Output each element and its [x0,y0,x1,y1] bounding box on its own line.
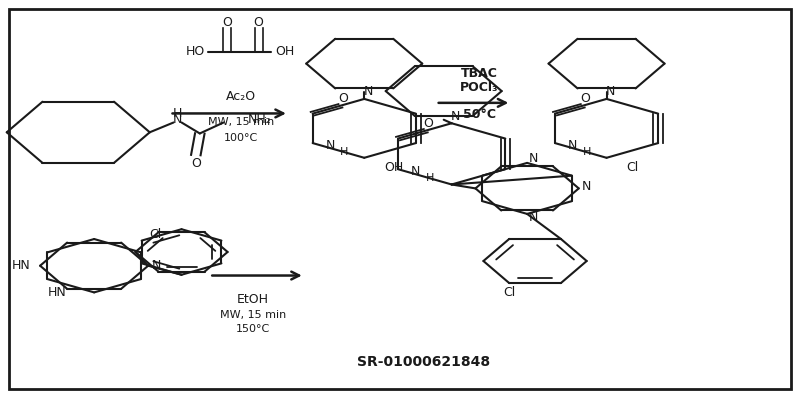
Text: H: H [582,147,591,157]
Text: N: N [363,85,373,98]
Text: HN: HN [47,286,66,299]
Text: Cl: Cl [150,228,162,241]
Text: O: O [338,92,348,105]
Text: NH₂: NH₂ [247,113,271,126]
Text: N: N [326,139,335,152]
Text: H: H [173,107,182,120]
Text: N: N [529,152,538,166]
Text: N: N [451,110,460,123]
Text: OH: OH [275,45,294,59]
Text: MW, 15 min: MW, 15 min [220,310,286,320]
Text: EtOH: EtOH [237,293,269,306]
Text: N: N [606,85,615,98]
Text: MW, 15 min: MW, 15 min [208,117,274,127]
Text: Cl: Cl [503,287,515,299]
Text: H: H [426,173,434,183]
Text: 50°C: 50°C [463,108,496,121]
Text: N: N [529,211,538,224]
Text: N: N [173,113,182,126]
Text: HO: HO [186,45,206,59]
Text: N: N [151,259,161,272]
Text: TBAC: TBAC [461,67,498,80]
Text: 100°C: 100°C [224,133,258,143]
Text: O: O [423,117,433,130]
Text: POCl₃: POCl₃ [460,81,498,94]
Text: Ac₂O: Ac₂O [226,90,256,103]
Text: N: N [410,165,420,178]
Text: N: N [568,139,577,152]
Text: O: O [254,16,263,29]
Text: OH: OH [384,161,403,174]
Text: O: O [222,16,232,29]
Text: O: O [580,92,590,105]
Text: 150°C: 150°C [236,324,270,334]
FancyBboxPatch shape [9,9,791,389]
Text: SR-01000621848: SR-01000621848 [358,355,490,369]
Text: Cl: Cl [626,161,638,174]
Text: HN: HN [12,259,30,272]
Text: N: N [582,180,591,193]
Text: H: H [340,147,349,157]
Text: O: O [191,157,201,170]
